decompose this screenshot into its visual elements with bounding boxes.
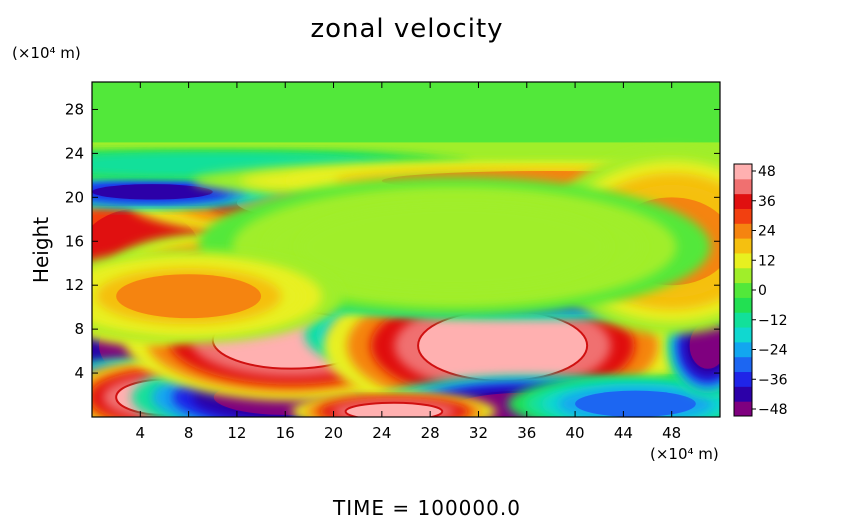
x-tick-label: 8 — [184, 424, 194, 442]
colorbar-label: −36 — [758, 372, 788, 388]
colorbar-segment — [734, 297, 752, 313]
x-axis-unit: (×10⁴ m) — [650, 445, 719, 463]
field-contour — [575, 390, 696, 417]
x-tick-label: 4 — [136, 424, 146, 442]
y-axis: 4 8 12 16 20 24 28 — [65, 100, 720, 382]
x-tick-label: 44 — [614, 424, 633, 442]
x-tick-label: 48 — [662, 424, 681, 442]
x-tick-label: 40 — [566, 424, 585, 442]
colorbar-segment — [734, 341, 752, 358]
field-contour — [116, 274, 262, 319]
colorbar-label: −24 — [758, 343, 788, 359]
colorbar-label: 48 — [758, 164, 776, 180]
colorbar-label: −12 — [758, 313, 788, 329]
colorbar-label: 36 — [758, 194, 776, 210]
y-tick-label: 4 — [74, 364, 84, 382]
field-feature — [507, 375, 720, 417]
colorbar-segment — [734, 178, 752, 195]
x-tick-label: 16 — [276, 424, 295, 442]
colorbar-segment — [734, 267, 752, 284]
x-axis: 4 8 12 16 20 24 28 32 36 40 44 48 — [136, 82, 681, 442]
x-tick-label: 20 — [324, 424, 343, 442]
field-contour — [417, 309, 589, 382]
x-tick-label: 32 — [469, 424, 488, 442]
colorbar-segment — [734, 312, 752, 328]
heatmap-field — [92, 82, 720, 417]
x-tick-label: 24 — [372, 424, 391, 442]
y-tick-label: 20 — [65, 188, 84, 206]
x-tick-label: 36 — [517, 424, 536, 442]
field-contour — [344, 401, 444, 417]
colorbar-segment — [734, 371, 752, 387]
colorbar: 48 36 24 12 0 −12 −24 −36 −48 — [733, 163, 788, 418]
chart-title: zonal velocity — [310, 14, 504, 44]
colorbar-segment — [734, 356, 752, 373]
colorbar-label: 24 — [758, 224, 776, 240]
colorbar-segment — [734, 208, 752, 224]
colorbar-segment — [734, 327, 752, 343]
field-feature — [92, 249, 343, 343]
y-tick-label: 28 — [65, 100, 84, 118]
colorbar-segment — [734, 193, 752, 209]
y-tick-label: 24 — [65, 144, 84, 162]
time-label: TIME = 100000.0 — [333, 496, 521, 520]
colorbar-segment — [734, 252, 752, 269]
y-axis-unit: (×10⁴ m) — [12, 44, 81, 62]
y-tick-label: 12 — [65, 276, 84, 294]
y-axis-title: Height — [29, 217, 53, 283]
field-contour — [92, 184, 213, 200]
field-contour — [333, 213, 576, 280]
field-feature — [291, 392, 497, 417]
colorbar-segment — [734, 401, 752, 417]
x-tick-label: 12 — [227, 424, 246, 442]
colorbar-segment — [734, 386, 752, 402]
field-band — [92, 82, 720, 143]
x-tick-label: 28 — [421, 424, 440, 442]
colorbar-segment — [734, 238, 752, 254]
colorbar-label: −48 — [758, 402, 788, 418]
colorbar-label: 0 — [758, 283, 767, 299]
colorbar-segment — [734, 282, 752, 298]
colorbar-segment — [734, 164, 752, 180]
colorbar-label: 12 — [758, 253, 776, 269]
plot-frame — [91, 81, 721, 418]
colorbar-segment — [734, 223, 752, 239]
y-tick-label: 16 — [65, 232, 84, 250]
y-tick-label: 8 — [74, 320, 84, 338]
